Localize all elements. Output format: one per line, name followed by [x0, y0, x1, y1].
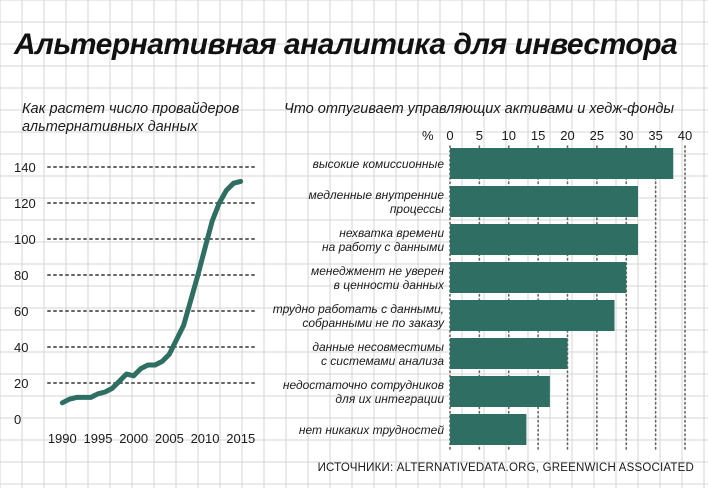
- y-tick-label: 40: [14, 340, 28, 355]
- providers-series-line: [59, 178, 244, 406]
- bar: [450, 262, 627, 293]
- category-label: нехватка времени на работу с данными: [322, 226, 444, 254]
- y-tick-label: 0: [14, 412, 21, 427]
- y-tick-label: 120: [14, 196, 36, 211]
- category-label: менеджмент не уверен в ценности данных: [311, 264, 445, 292]
- y-tick-label: 140: [14, 160, 36, 175]
- bar: [450, 376, 550, 407]
- y-tick-label: 80: [14, 268, 28, 283]
- category-label: нет никаких трудностей: [299, 423, 444, 437]
- x-tick-label: 20: [560, 128, 574, 143]
- source-note: ИСТОЧНИКИ: ALTERNATIVEDATA.ORG, GREENWIC…: [317, 462, 694, 474]
- category-label: медленные внутренние процессы: [308, 188, 444, 216]
- bar: [450, 224, 638, 255]
- bar: [450, 414, 527, 445]
- x-axis-unit: %: [422, 128, 434, 143]
- x-tick-label: 15: [531, 128, 545, 143]
- category-label: высокие комиссионные: [313, 157, 445, 171]
- bar: [450, 300, 615, 331]
- x-tick-label: 2015: [226, 431, 255, 446]
- y-tick-label: 60: [14, 304, 28, 319]
- x-tick-label: 30: [619, 128, 633, 143]
- line-chart-title: Как растет число провайдеров альтернатив…: [22, 101, 240, 135]
- page-title: Альтернативная аналитика для инвестора: [14, 28, 678, 61]
- y-tick-label: 20: [14, 376, 28, 391]
- category-label: данные несовместимы с системами анализа: [312, 340, 444, 368]
- x-tick-label: 0: [446, 128, 453, 143]
- bar: [450, 148, 674, 179]
- x-tick-label: 25: [590, 128, 604, 143]
- bar: [450, 338, 568, 369]
- x-tick-label: 1990: [48, 431, 77, 446]
- x-tick-label: 2005: [155, 431, 184, 446]
- y-tick-label: 100: [14, 232, 36, 247]
- x-tick-label: 35: [648, 128, 662, 143]
- category-label: трудно работать с данными, собранными не …: [273, 302, 445, 330]
- x-tick-label: 5: [476, 128, 483, 143]
- x-tick-label: 40: [678, 128, 692, 143]
- bar-chart-title: Что отпугивает управляющих активами и хе…: [284, 101, 675, 117]
- x-tick-label: 2010: [191, 431, 220, 446]
- bar: [450, 186, 638, 217]
- x-tick-label: 2000: [119, 431, 148, 446]
- category-label: недостаточно сотрудников для их интеграци…: [283, 378, 444, 406]
- x-tick-label: 1995: [84, 431, 113, 446]
- x-tick-label: 10: [502, 128, 516, 143]
